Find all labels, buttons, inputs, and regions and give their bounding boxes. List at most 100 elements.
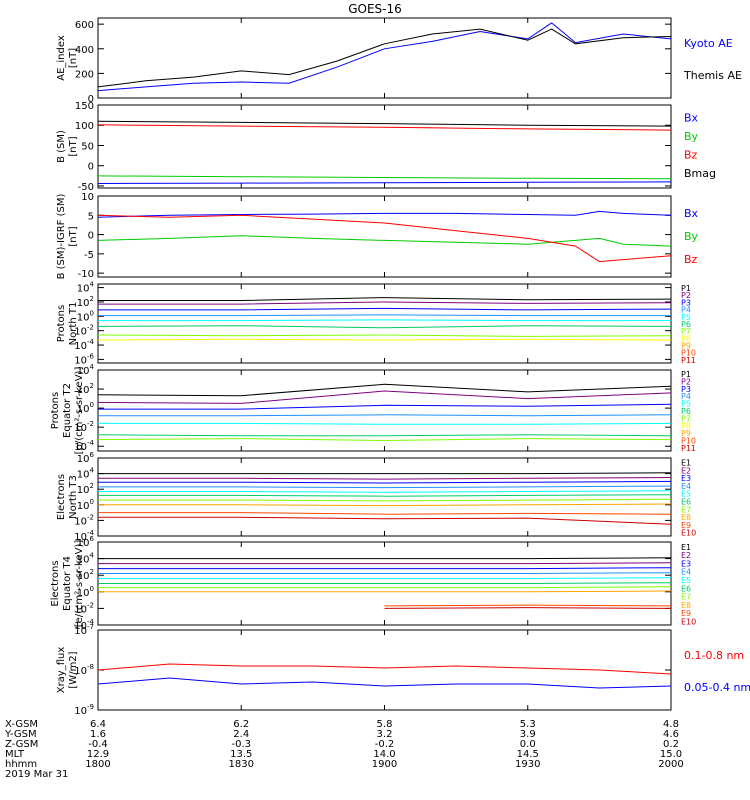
- series-line-e4: [98, 572, 672, 574]
- y-tick-label: 400: [75, 45, 94, 56]
- ephemeris-value: 12.9: [87, 749, 109, 760]
- series-line-e4: [98, 485, 672, 489]
- series-line-themis-ae: [97, 28, 672, 88]
- y-tick-label: 10-4: [74, 338, 94, 352]
- series-line-e10: [384, 607, 672, 609]
- y-tick-label: -50: [78, 182, 94, 193]
- legend-entry: P1: [681, 370, 691, 379]
- legend-entry: E3: [681, 474, 691, 483]
- legend-entry: Bmag: [684, 167, 716, 180]
- legend-entry: P5: [681, 400, 691, 409]
- series-line-p3: [98, 307, 672, 311]
- series-line-p2: [98, 301, 672, 305]
- y-tick-label: 10-2: [74, 420, 94, 434]
- legend-entry: E4: [681, 568, 691, 577]
- series-line-e3: [98, 480, 672, 484]
- y-axis-label: Protons: [50, 392, 61, 429]
- series-line-p7: [97, 438, 672, 442]
- series-line-p2: [97, 390, 672, 404]
- legend-entry: E10: [681, 618, 696, 627]
- series-line-e5: [98, 490, 672, 493]
- legend-entry: P11: [681, 356, 696, 365]
- series-line-0-1-0-8-nm: [97, 663, 672, 675]
- legend-entry: P6: [681, 407, 691, 416]
- y-axis-label: Equator T2: [62, 383, 73, 438]
- y-tick-label: 100: [75, 121, 94, 132]
- legend-entry: 0.05-0.4 nm: [684, 681, 750, 694]
- y-tick-label: 100: [77, 401, 94, 415]
- legend-entry: E2: [681, 551, 691, 560]
- ephemeris-label: Z-GSM: [5, 739, 38, 750]
- legend-entry: P9: [681, 429, 691, 438]
- legend-entry: P3: [681, 298, 691, 307]
- legend-entry: E6: [681, 497, 691, 506]
- panel-7: 10-4 10-2 100 102 104 106 Electrons Equator T4[…: [50, 535, 696, 632]
- series-line-p3: [98, 403, 672, 410]
- ephemeris-label: X-GSM: [5, 719, 38, 730]
- ephemeris-value: 1830: [229, 759, 254, 770]
- legend-entry: E9: [681, 521, 691, 530]
- y-tick-label: 600: [75, 20, 94, 31]
- series-line-e9: [384, 604, 672, 607]
- y-axis-label: B (SM): [56, 130, 67, 163]
- ephemeris-value: 0.0: [520, 739, 536, 750]
- series-line-p1: [97, 383, 672, 397]
- legend-entry: By: [684, 130, 699, 143]
- ephemeris-value: 13.5: [230, 749, 252, 760]
- ephemeris-value: -0.4: [88, 739, 108, 750]
- ephemeris-value: 1930: [515, 759, 540, 770]
- ephemeris-label: Y-GSM: [4, 729, 37, 740]
- series-line-e10: [98, 516, 672, 525]
- y-tick-label: 200: [75, 69, 94, 80]
- series-line-e8: [98, 503, 672, 507]
- panel-frame: [97, 457, 672, 537]
- legend-entry: E7: [681, 593, 691, 602]
- series-line-p5: [98, 319, 671, 322]
- y-axis-label: Equator T4: [62, 556, 73, 611]
- panel-5: 10-4 10-2 100 102 104 Protons Equator T2 [p/(cm…: [50, 363, 696, 454]
- ephemeris-value: 2000: [658, 759, 683, 770]
- y-tick-label: 104: [77, 363, 95, 377]
- ephemeris-value: 4.6: [663, 729, 679, 740]
- ephemeris-value: 4.8: [663, 719, 679, 730]
- legend-entry: Themis AE: [683, 69, 742, 82]
- y-tick-label: 50: [81, 141, 94, 152]
- y-tick-label: 10-8: [74, 663, 94, 677]
- series-line-bmag: [97, 120, 672, 127]
- legend-entry: P3: [681, 385, 691, 394]
- y-axis-label: North T3: [68, 475, 79, 519]
- y-axis-label: AE_index: [56, 35, 67, 81]
- y-axis-label: Protons: [56, 305, 67, 342]
- ephemeris-value: 6.4: [90, 719, 106, 730]
- ephemeris-value: 1900: [372, 759, 397, 770]
- legend-entry: P2: [681, 378, 691, 387]
- y-tick-label: 102: [77, 568, 94, 582]
- series-line-p6: [97, 325, 672, 329]
- ephemeris-value: 6.2: [233, 719, 249, 730]
- y-tick-label: 0: [88, 231, 94, 242]
- panel-3: -10 -5 0 5 10 B (SM)-IGRF (SM) [nT] Bx By Bz: [56, 192, 699, 280]
- y-axis-label: [nT]: [68, 226, 79, 246]
- series-line-bz: [97, 124, 672, 131]
- y-tick-label: 102: [77, 295, 94, 309]
- legend-entry: By: [684, 230, 699, 243]
- y-tick-label: 104: [77, 552, 95, 566]
- legend-entry: E4: [681, 482, 691, 491]
- panel-1: 0 200 400 600 AE_index [nT] Kyoto AE Themis AE: [56, 17, 742, 105]
- series-line-bx: [97, 210, 672, 218]
- legend-entry: Bx: [684, 207, 699, 220]
- legend-entry: E1: [681, 458, 691, 467]
- series-line-by: [97, 235, 672, 247]
- ephemeris-value: 2.4: [233, 729, 249, 740]
- ephemeris-value: 3.9: [520, 729, 536, 740]
- series-line-e6: [98, 582, 672, 584]
- ephemeris-value: 0.2: [663, 739, 679, 750]
- y-tick-label: 104: [77, 281, 95, 295]
- panel-frame: [97, 17, 672, 99]
- panel-frame: [97, 283, 672, 364]
- y-tick-label: 100: [77, 309, 94, 323]
- y-tick-label: 102: [77, 382, 94, 396]
- legend-entry: E9: [681, 609, 691, 618]
- legend-entry: P5: [681, 313, 691, 322]
